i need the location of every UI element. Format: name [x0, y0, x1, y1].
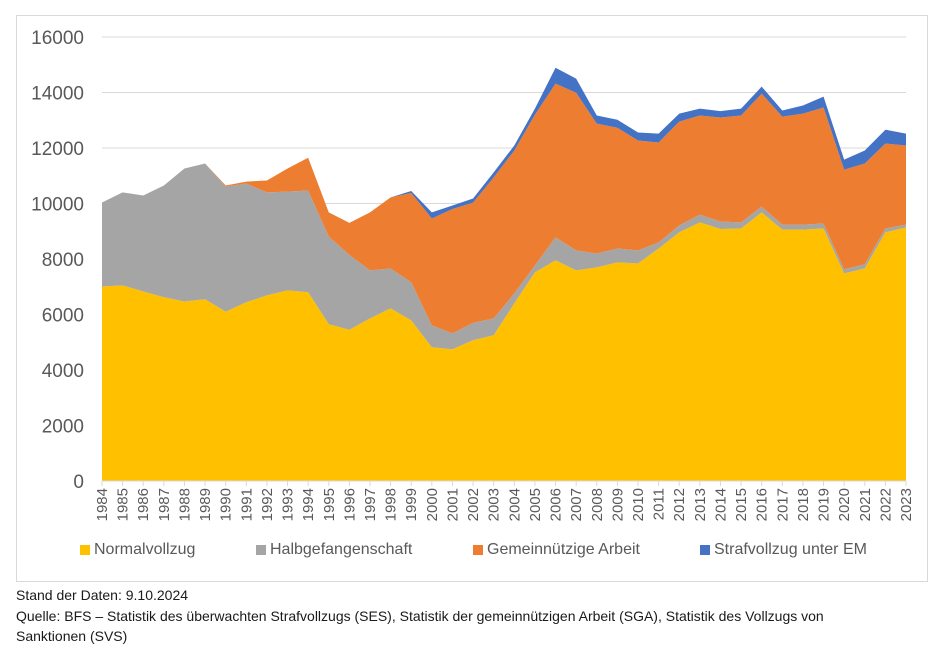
- legend-swatch-gemeinnuetzige-arbeit: [473, 545, 483, 555]
- area-halbgefangenschaft: [102, 163, 906, 350]
- x-tick-label: 2004: [506, 488, 523, 521]
- legend-label: Halbgefangenschaft: [270, 541, 413, 558]
- x-tick-label: 1995: [321, 488, 338, 521]
- legend-swatch-normalvollzug: [80, 545, 90, 555]
- x-tick-label: 1988: [176, 488, 193, 521]
- x-tick-label: 2021: [857, 488, 874, 521]
- x-tick-label: 1997: [362, 488, 379, 521]
- x-axis: 1984 1985 1986 1987 1988 1989 1990 1991 1992 1993…: [94, 480, 915, 521]
- area-normalvollzug: [102, 212, 906, 481]
- data-date-note: Stand der Daten: 9.10.2024: [16, 587, 189, 603]
- x-tick-label: 1985: [115, 488, 132, 521]
- x-tick-label: 1993: [280, 488, 297, 521]
- x-tick-label: 2020: [836, 488, 853, 521]
- x-tick-label: 1986: [135, 488, 152, 521]
- x-tick-label: 2005: [527, 488, 544, 521]
- x-tick-label: 2017: [774, 488, 791, 521]
- y-tick-label: 16000: [31, 28, 84, 49]
- x-tick-label: 2015: [733, 488, 750, 521]
- x-tick-label: 2011: [651, 488, 668, 520]
- x-tick-label: 1998: [383, 488, 400, 521]
- y-tick-label: 12000: [31, 139, 84, 160]
- source-note-line1: Quelle: BFS – Statistik des überwachten …: [16, 608, 824, 624]
- x-tick-label: 2012: [671, 488, 688, 521]
- legend: Normalvollzug Halbgefangenschaft Gemeinn…: [0, 541, 942, 565]
- legend-swatch-halbgefangenschaft: [256, 545, 266, 555]
- area-gemeinnuetzige-arbeit: [102, 83, 906, 334]
- x-tick-label: 1991: [238, 488, 255, 521]
- y-tick-label: 6000: [42, 306, 84, 327]
- x-tick-label: 2008: [589, 488, 606, 521]
- legend-label: Strafvollzug unter EM: [714, 541, 867, 558]
- x-tick-label: 2003: [486, 488, 503, 521]
- x-tick-label: 2007: [568, 488, 585, 521]
- area-series: [102, 67, 906, 481]
- x-tick-label: 1996: [341, 488, 358, 521]
- x-tick-label: 2002: [465, 488, 482, 521]
- x-tick-label: 1984: [94, 488, 111, 521]
- y-tick-label: 4000: [42, 361, 84, 382]
- y-tick-label: 0: [73, 472, 84, 493]
- legend-swatch-strafvollzug-unter-em: [700, 545, 710, 555]
- x-tick-label: 2014: [712, 488, 729, 521]
- legend-item-halbgefangenschaft: Halbgefangenschaft: [256, 541, 412, 559]
- legend-label: Gemeinnützige Arbeit: [487, 541, 640, 558]
- x-tick-label: 2022: [877, 488, 894, 521]
- source-note-line2: Sanktionen (SVS): [16, 628, 128, 644]
- x-tick-label: 1992: [259, 488, 276, 521]
- x-tick-label: 2013: [692, 488, 709, 521]
- x-tick-label: 1999: [403, 488, 420, 521]
- x-tick-label: 2009: [609, 488, 626, 521]
- x-tick-label: 2000: [424, 488, 441, 521]
- y-tick-label: 8000: [42, 250, 84, 271]
- y-tick-label: 2000: [42, 417, 84, 438]
- x-tick-label: 2023: [898, 488, 915, 521]
- legend-item-gemeinnuetzige-arbeit: Gemeinnützige Arbeit: [473, 541, 640, 559]
- x-tick-label: 2006: [548, 488, 565, 521]
- x-tick-label: 2016: [754, 488, 771, 521]
- x-tick-label: 1994: [300, 488, 317, 521]
- x-tick-label: 2019: [816, 488, 833, 521]
- x-tick-label: 1990: [218, 488, 235, 521]
- y-tick-label: 14000: [31, 84, 84, 105]
- y-axis: 0 2000 4000 6000 8000 10000 12000 14000 16000: [31, 28, 84, 493]
- x-tick-label: 2010: [630, 488, 647, 521]
- x-tick-label: 1987: [156, 488, 173, 521]
- x-tick-label: 1989: [197, 488, 214, 521]
- legend-item-strafvollzug-unter-em: Strafvollzug unter EM: [700, 541, 867, 559]
- y-tick-label: 10000: [31, 195, 84, 216]
- x-tick-label: 2001: [444, 488, 461, 521]
- legend-item-normalvollzug: Normalvollzug: [80, 541, 195, 559]
- x-tick-label: 2018: [795, 488, 812, 521]
- legend-label: Normalvollzug: [94, 541, 196, 558]
